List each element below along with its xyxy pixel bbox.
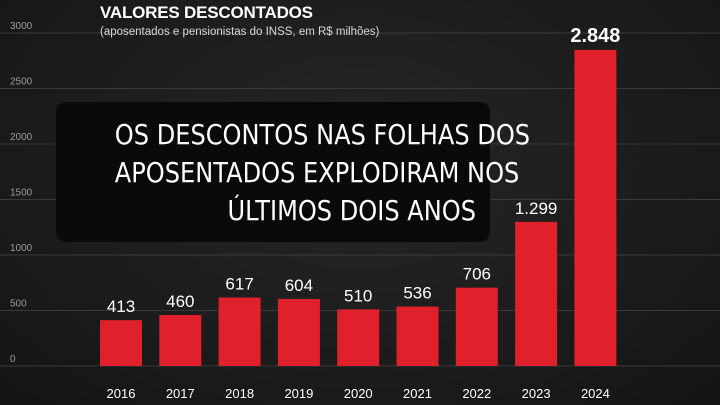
caption-line-3: ÚLTIMOS DOIS ANOS: [227, 194, 476, 227]
bar: [574, 49, 617, 366]
caption-line-1: OS DESCONTOS NAS FOLHAS DOS: [114, 118, 531, 151]
bar: [455, 287, 498, 366]
x-tick-label: 2024: [581, 386, 610, 401]
data-label: 706: [463, 265, 491, 284]
bar: [337, 309, 380, 366]
bar: [159, 314, 202, 366]
overlay-caption: OS DESCONTOS NAS FOLHAS DOS APOSENTADOS …: [56, 102, 531, 242]
chart-title: VALORES DESCONTADOS: [100, 3, 313, 22]
y-tick-label: 1500: [10, 188, 33, 199]
y-tick-label: 1000: [10, 243, 33, 254]
x-tick-label: 2022: [462, 386, 491, 401]
x-tick-label: 2021: [403, 386, 432, 401]
bar: [277, 298, 320, 366]
bar: [396, 306, 439, 366]
data-label: 510: [344, 286, 372, 305]
data-label: 413: [107, 297, 135, 316]
data-label: 460: [166, 292, 194, 311]
y-tick-label: 0: [10, 354, 16, 365]
y-tick-label: 500: [10, 299, 27, 310]
data-label: 536: [403, 284, 431, 303]
data-label: 1.299: [515, 199, 558, 218]
bar: [515, 221, 558, 366]
x-tick-label: 2017: [166, 386, 195, 401]
chart-subtitle: (aposentados e pensionistas do INSS, em …: [100, 26, 380, 38]
x-tick-label: 2020: [344, 386, 373, 401]
bar: [100, 320, 142, 366]
bar: [218, 297, 261, 366]
y-tick-label: 3000: [10, 21, 33, 32]
y-tick-label: 2000: [10, 132, 33, 143]
data-label: 604: [285, 276, 313, 295]
data-label: 2.848: [570, 25, 620, 47]
data-label: 617: [225, 275, 253, 294]
y-tick-label: 2500: [10, 77, 33, 88]
x-tick-label: 2016: [107, 386, 136, 401]
x-tick-label: 2019: [284, 386, 313, 401]
x-tick-label: 2023: [522, 386, 551, 401]
caption-line-2: APOSENTADOS EXPLODIRAM NOS: [114, 156, 520, 189]
x-tick-label: 2018: [225, 386, 254, 401]
